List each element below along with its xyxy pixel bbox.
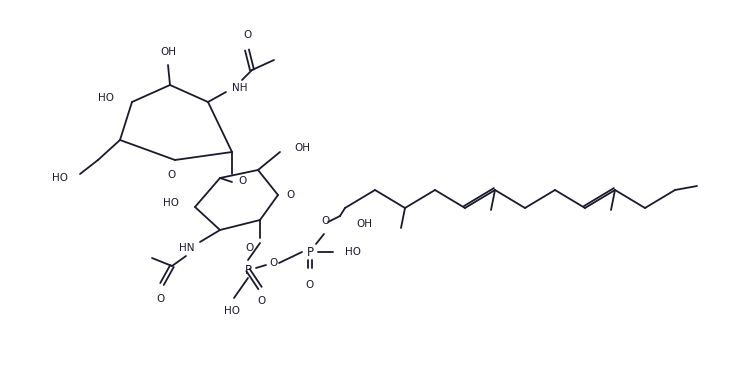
Text: HO: HO (345, 247, 361, 257)
Text: O: O (258, 296, 266, 306)
Text: O: O (167, 170, 175, 180)
Text: O: O (238, 176, 246, 186)
Text: HO: HO (52, 173, 68, 183)
Text: O: O (243, 30, 251, 40)
Text: HO: HO (98, 93, 114, 103)
Text: P: P (245, 263, 251, 276)
Text: OH: OH (160, 47, 176, 57)
Text: O: O (322, 216, 330, 226)
Text: O: O (156, 294, 164, 304)
Text: O: O (286, 190, 294, 200)
Text: HO: HO (163, 198, 179, 208)
Text: O: O (246, 243, 254, 253)
Text: O: O (306, 280, 314, 290)
Text: OH: OH (294, 143, 310, 153)
Text: OH: OH (356, 219, 372, 229)
Text: HO: HO (224, 306, 240, 316)
Text: O: O (270, 258, 278, 268)
Text: NH: NH (232, 83, 248, 93)
Text: P: P (307, 246, 313, 259)
Text: HN: HN (179, 243, 194, 253)
